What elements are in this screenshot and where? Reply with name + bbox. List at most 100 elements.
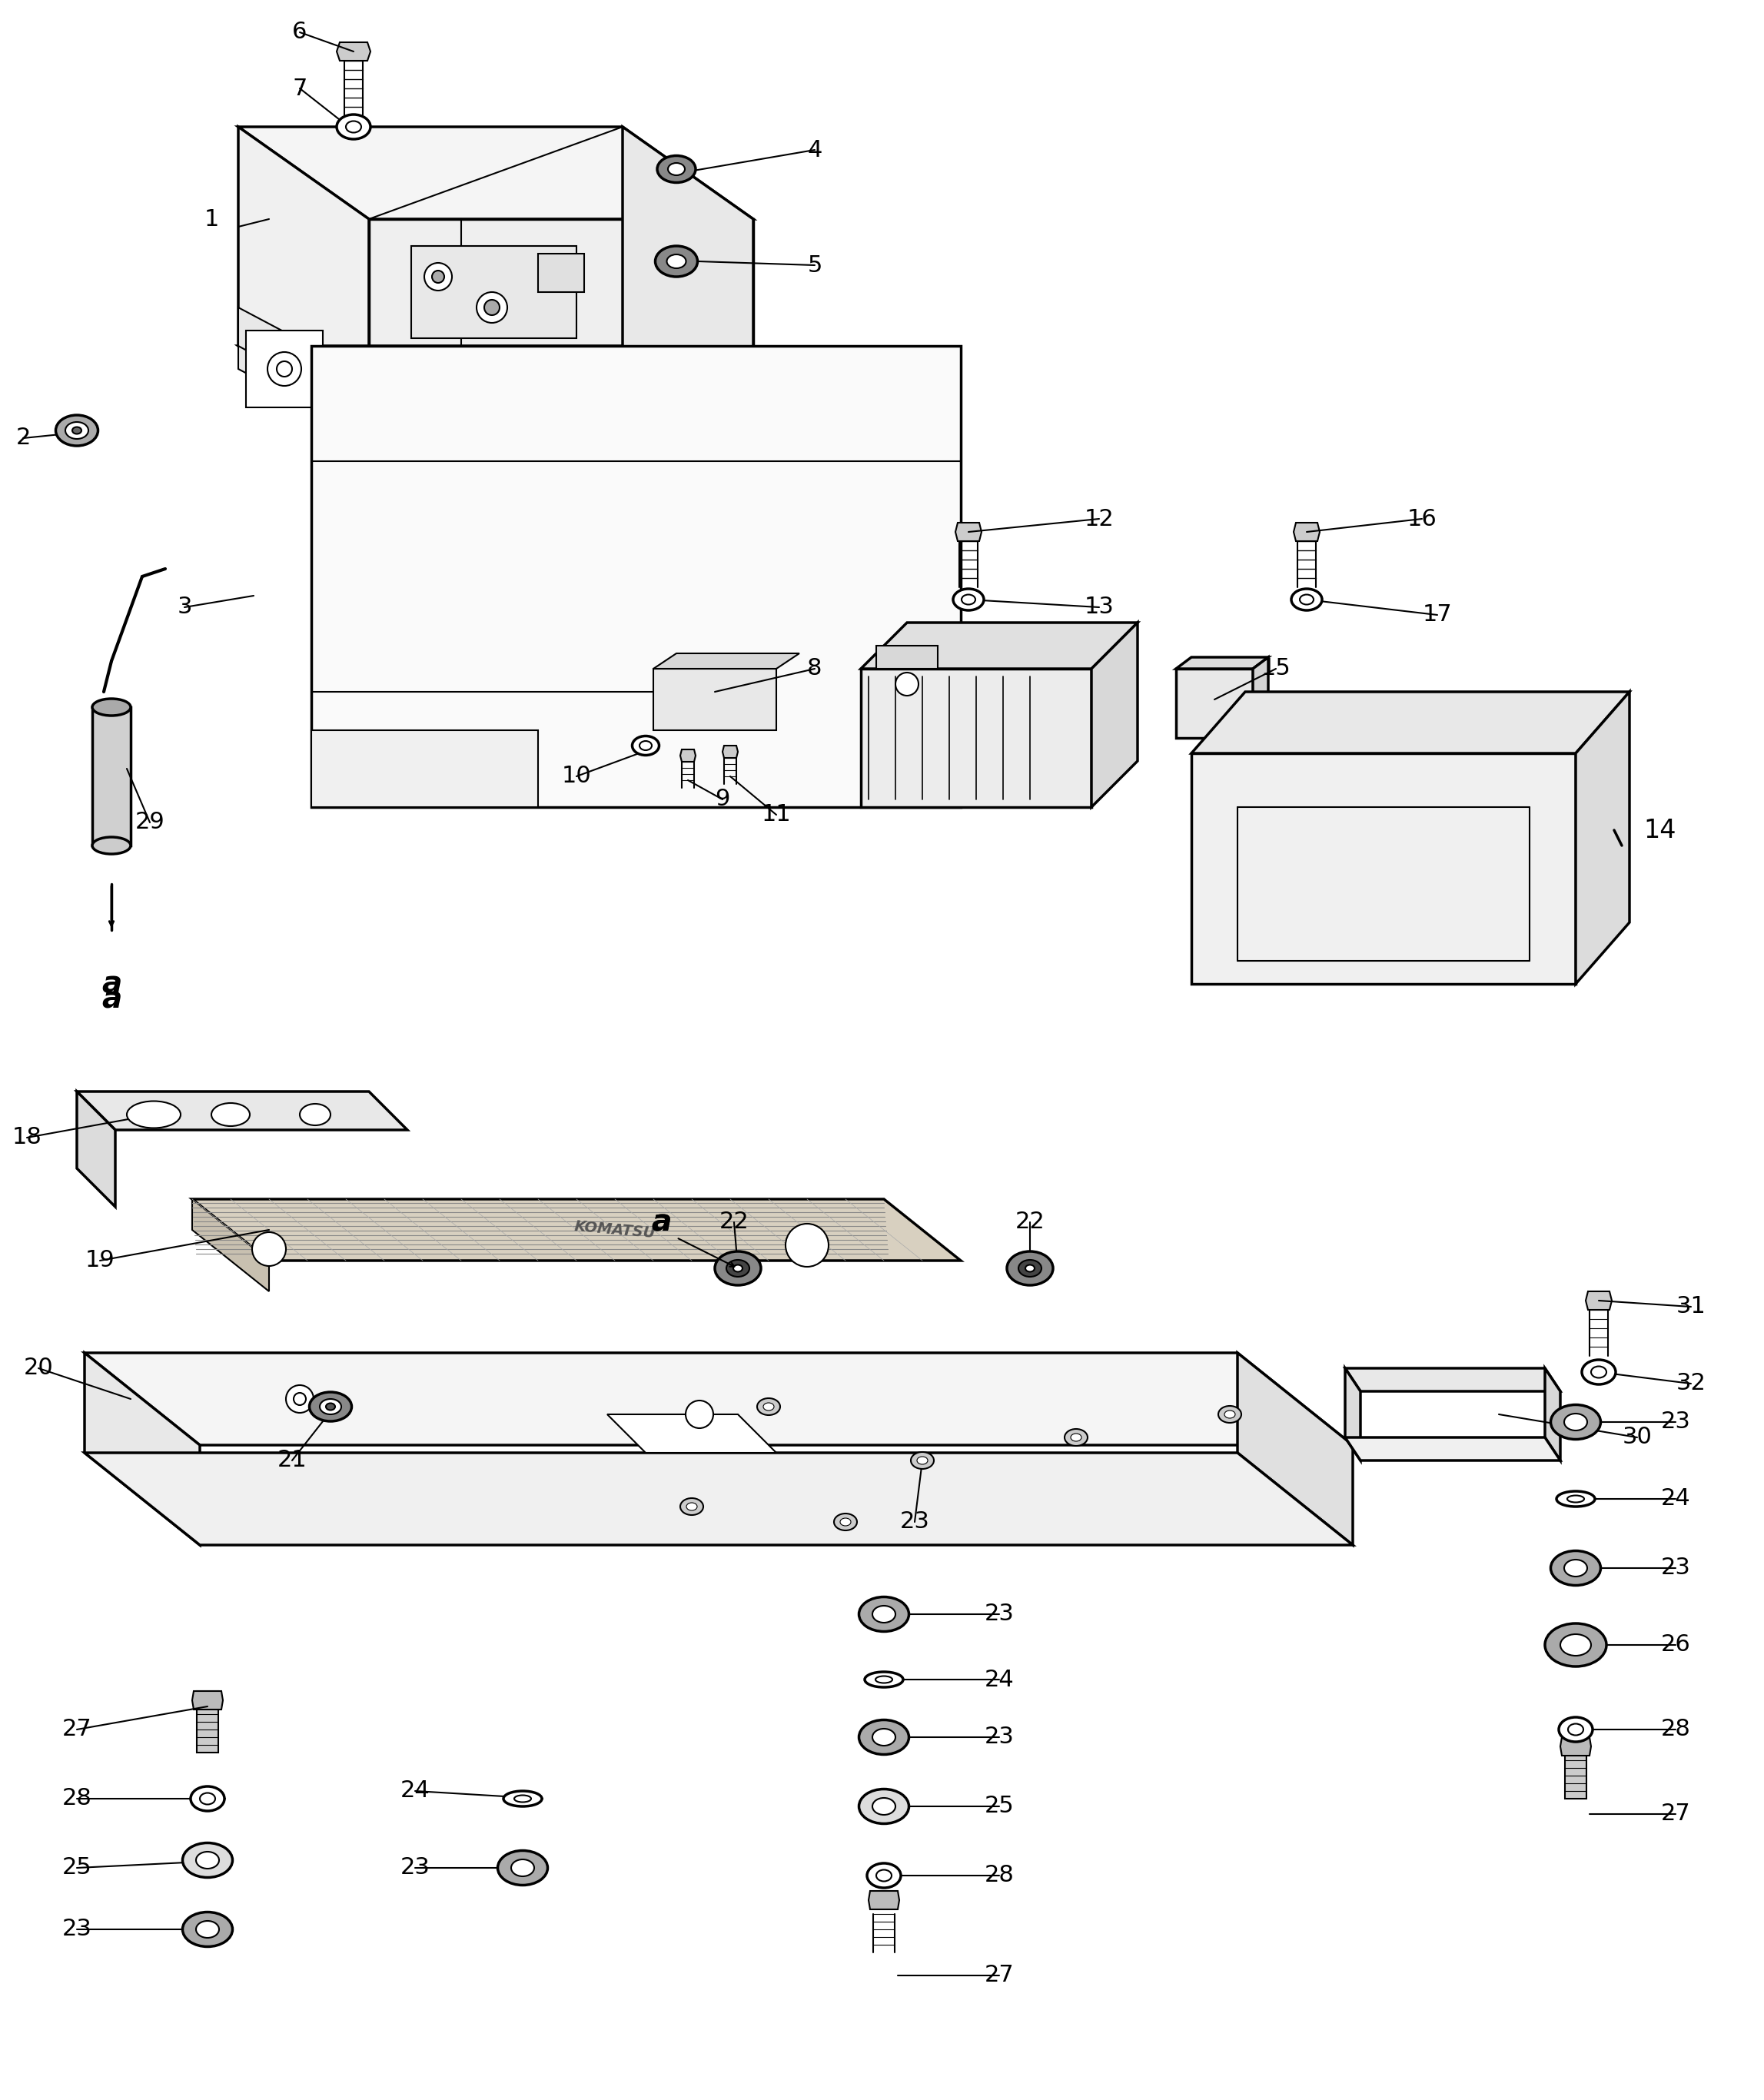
Ellipse shape — [1568, 1724, 1584, 1735]
Ellipse shape — [873, 1798, 896, 1814]
Ellipse shape — [1064, 1428, 1088, 1447]
Polygon shape — [85, 1453, 1353, 1546]
Text: 28: 28 — [62, 1787, 92, 1810]
Ellipse shape — [1591, 1367, 1607, 1378]
Polygon shape — [1177, 657, 1268, 668]
Ellipse shape — [300, 1105, 330, 1126]
Text: 23: 23 — [1660, 1556, 1690, 1579]
Polygon shape — [623, 126, 753, 439]
Polygon shape — [1565, 1737, 1586, 1800]
Ellipse shape — [1224, 1411, 1235, 1418]
Polygon shape — [1586, 1292, 1612, 1310]
Ellipse shape — [199, 1793, 215, 1804]
Ellipse shape — [1018, 1260, 1041, 1277]
Text: 16: 16 — [1408, 508, 1438, 529]
Ellipse shape — [1025, 1264, 1034, 1273]
Polygon shape — [192, 1199, 961, 1260]
Polygon shape — [607, 1413, 776, 1453]
Polygon shape — [681, 750, 695, 762]
Text: 32: 32 — [1676, 1373, 1706, 1394]
Ellipse shape — [515, 1796, 531, 1802]
Text: 11: 11 — [762, 804, 792, 825]
Text: 10: 10 — [561, 764, 591, 788]
Ellipse shape — [734, 1264, 743, 1273]
Polygon shape — [1191, 754, 1575, 985]
Ellipse shape — [1291, 588, 1321, 611]
Ellipse shape — [182, 1913, 233, 1947]
Text: a: a — [101, 985, 122, 1014]
Ellipse shape — [182, 1844, 233, 1877]
Ellipse shape — [714, 1252, 760, 1285]
Text: 12: 12 — [1085, 508, 1115, 529]
Ellipse shape — [875, 1676, 893, 1682]
Ellipse shape — [669, 164, 684, 174]
Text: 21: 21 — [277, 1449, 307, 1472]
Text: a: a — [651, 1208, 670, 1237]
Ellipse shape — [917, 1457, 928, 1464]
Circle shape — [252, 1233, 286, 1266]
Text: 13: 13 — [1085, 596, 1115, 617]
Polygon shape — [1346, 1369, 1561, 1392]
Text: 7: 7 — [293, 78, 307, 99]
Ellipse shape — [497, 1850, 547, 1886]
Text: 24: 24 — [400, 1781, 430, 1802]
Polygon shape — [238, 126, 753, 218]
Polygon shape — [1346, 1369, 1360, 1460]
Text: 20: 20 — [23, 1357, 53, 1380]
Ellipse shape — [859, 1720, 908, 1754]
Circle shape — [896, 672, 919, 695]
Ellipse shape — [910, 1451, 933, 1468]
Text: 4: 4 — [808, 139, 822, 162]
Polygon shape — [1092, 622, 1138, 806]
Ellipse shape — [319, 1399, 340, 1413]
Text: 3: 3 — [176, 596, 192, 617]
Polygon shape — [1545, 1369, 1561, 1460]
Polygon shape — [85, 1352, 199, 1546]
Ellipse shape — [834, 1514, 857, 1531]
Text: 27: 27 — [62, 1718, 92, 1741]
Polygon shape — [238, 347, 753, 439]
Text: 31: 31 — [1676, 1296, 1706, 1319]
Circle shape — [293, 1392, 305, 1405]
Polygon shape — [192, 1199, 270, 1292]
Ellipse shape — [346, 122, 362, 132]
Ellipse shape — [840, 1518, 850, 1527]
Ellipse shape — [196, 1922, 219, 1938]
Polygon shape — [861, 622, 1138, 668]
Polygon shape — [723, 746, 737, 758]
Text: 15: 15 — [1261, 657, 1291, 680]
Ellipse shape — [309, 1392, 351, 1422]
Ellipse shape — [640, 741, 651, 750]
Ellipse shape — [92, 699, 131, 716]
Polygon shape — [1238, 1352, 1353, 1546]
Text: 22: 22 — [1014, 1212, 1044, 1233]
Ellipse shape — [56, 416, 99, 445]
Ellipse shape — [864, 1672, 903, 1686]
Circle shape — [286, 1386, 314, 1413]
Polygon shape — [198, 1691, 219, 1754]
Ellipse shape — [1556, 1491, 1595, 1506]
Ellipse shape — [72, 426, 81, 435]
Ellipse shape — [654, 246, 697, 277]
Ellipse shape — [764, 1403, 774, 1411]
Polygon shape — [1177, 668, 1252, 737]
Ellipse shape — [65, 422, 88, 439]
Text: a: a — [651, 1208, 670, 1237]
Polygon shape — [310, 347, 961, 806]
Polygon shape — [92, 708, 131, 846]
Polygon shape — [538, 254, 584, 292]
Text: 27: 27 — [1660, 1804, 1690, 1825]
Ellipse shape — [326, 1403, 335, 1409]
Circle shape — [268, 353, 302, 386]
Ellipse shape — [953, 588, 984, 611]
Text: 30: 30 — [1623, 1426, 1653, 1449]
Polygon shape — [1346, 1436, 1561, 1460]
Ellipse shape — [877, 1869, 891, 1882]
Polygon shape — [868, 1890, 900, 1909]
Ellipse shape — [868, 1863, 901, 1888]
Ellipse shape — [127, 1100, 180, 1128]
Circle shape — [476, 292, 508, 323]
Text: 29: 29 — [136, 811, 164, 834]
Text: a: a — [101, 970, 122, 997]
Text: 6: 6 — [293, 21, 307, 44]
